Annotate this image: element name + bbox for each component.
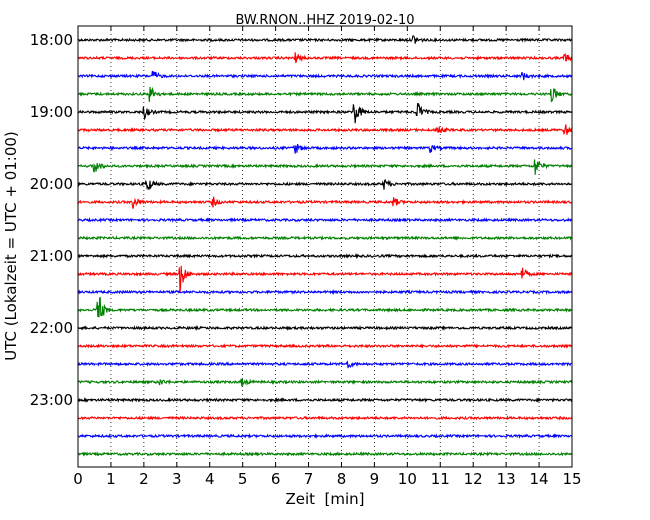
trace-line <box>77 234 572 241</box>
y-tick-label: 20:00 <box>30 175 73 193</box>
x-tick-label: 12 <box>464 470 483 488</box>
x-tick-label: 9 <box>370 470 380 488</box>
trace-line <box>77 35 573 44</box>
trace-line <box>77 159 573 175</box>
x-tick-label: 5 <box>238 470 248 488</box>
trace-line <box>77 124 573 135</box>
x-tick-label: 4 <box>205 470 215 488</box>
trace-line <box>77 360 572 369</box>
trace-line <box>77 343 573 349</box>
y-axis-ticks: 18:00 19:00 20:00 21:00 22:00 23:00 <box>30 31 572 409</box>
x-tick-label: 11 <box>431 470 450 488</box>
x-tick-label: 6 <box>271 470 281 488</box>
x-axis-label: Zeit [min] <box>285 490 364 508</box>
trace-line <box>77 296 573 318</box>
y-axis-label: UTC (Lokalzeit = UTC + 01:00) <box>2 131 20 361</box>
x-tick-label: 14 <box>530 470 549 488</box>
trace-line <box>77 253 573 260</box>
x-tick-label: 0 <box>73 470 83 488</box>
vertical-grid <box>110 26 540 467</box>
y-tick-label: 21:00 <box>30 247 73 265</box>
trace-line <box>77 102 573 124</box>
chart-title: BW.RNON..HHZ 2019-02-10 <box>235 13 414 28</box>
y-tick-label: 18:00 <box>30 31 73 49</box>
trace-line <box>77 397 573 403</box>
x-axis-ticks: 0 1 2 3 4 5 6 7 8 9 10 11 12 13 14 15 <box>73 26 582 488</box>
trace-line <box>77 70 573 81</box>
x-tick-label: 15 <box>562 470 581 488</box>
trace-line <box>77 216 573 223</box>
seismic-traces <box>77 35 573 457</box>
x-tick-label: 1 <box>106 470 116 488</box>
plot-frame <box>77 25 573 468</box>
x-tick-label: 2 <box>139 470 149 488</box>
trace-line <box>77 415 573 421</box>
trace-line <box>77 178 572 191</box>
trace-line <box>77 196 572 209</box>
y-tick-label: 23:00 <box>30 391 73 409</box>
trace-line <box>77 52 573 64</box>
trace-line <box>77 86 573 103</box>
trace-line <box>77 450 572 457</box>
trace-line <box>77 265 573 294</box>
x-tick-label: 8 <box>337 470 347 488</box>
y-tick-label: 19:00 <box>30 103 73 121</box>
x-tick-label: 7 <box>304 470 314 488</box>
trace-line <box>77 378 573 387</box>
trace-line <box>77 324 573 332</box>
trace-line <box>77 289 573 296</box>
y-tick-label: 22:00 <box>30 319 73 337</box>
x-tick-label: 10 <box>398 470 417 488</box>
trace-line <box>77 143 572 154</box>
x-tick-label: 3 <box>172 470 182 488</box>
trace-line <box>77 432 573 439</box>
x-tick-label: 13 <box>497 470 516 488</box>
